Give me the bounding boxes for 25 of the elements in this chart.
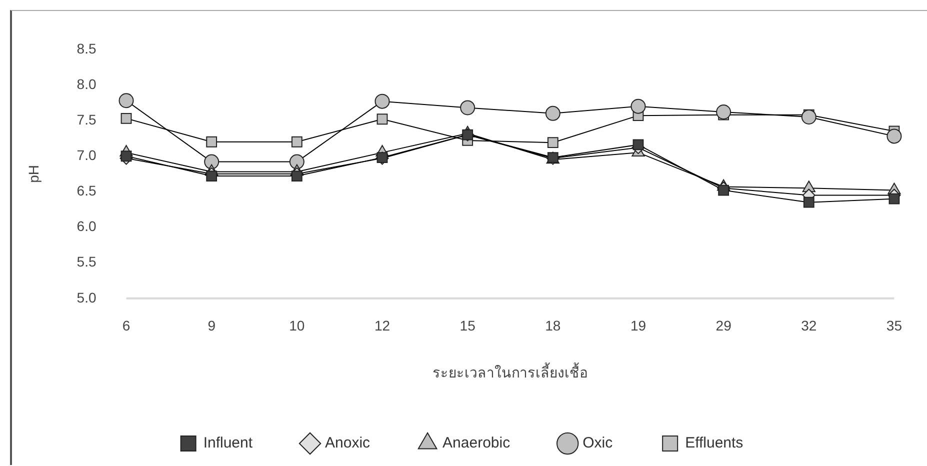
y-tick-label: 8.0 (76, 76, 96, 92)
y-axis-title: pH (25, 164, 42, 183)
legend-label: Anaerobic (442, 434, 511, 452)
y-tick-label: 6.0 (76, 218, 96, 234)
x-tick-label: 10 (289, 318, 305, 334)
x-tick-label: 18 (545, 318, 561, 334)
y-tick-label: 6.5 (76, 182, 96, 199)
x-tick-label: 32 (801, 318, 817, 334)
x-tick-label: 15 (460, 318, 476, 334)
legend-label: Effluents (685, 434, 744, 452)
x-tick-label: 6 (122, 318, 130, 334)
y-tick-label: 5.0 (76, 289, 96, 306)
y-tick-label: 8.5 (76, 40, 96, 56)
legend-label: Anoxic (325, 434, 371, 452)
legend-label: Influent (203, 434, 254, 452)
y-tick-label: 7.0 (76, 146, 96, 163)
x-tick-label: 12 (374, 318, 390, 334)
x-tick-label: 35 (886, 318, 902, 334)
y-tick-label: 5.5 (76, 254, 96, 270)
x-tick-label: 29 (716, 318, 732, 334)
x-tick-label: 19 (630, 318, 646, 334)
legend-label: Oxic (582, 434, 614, 452)
x-axis-title: ระยะเวลาในการเลี้ยงเชื้อ (432, 362, 588, 380)
x-tick-label: 9 (208, 318, 216, 334)
y-tick-label: 7.5 (76, 111, 96, 128)
